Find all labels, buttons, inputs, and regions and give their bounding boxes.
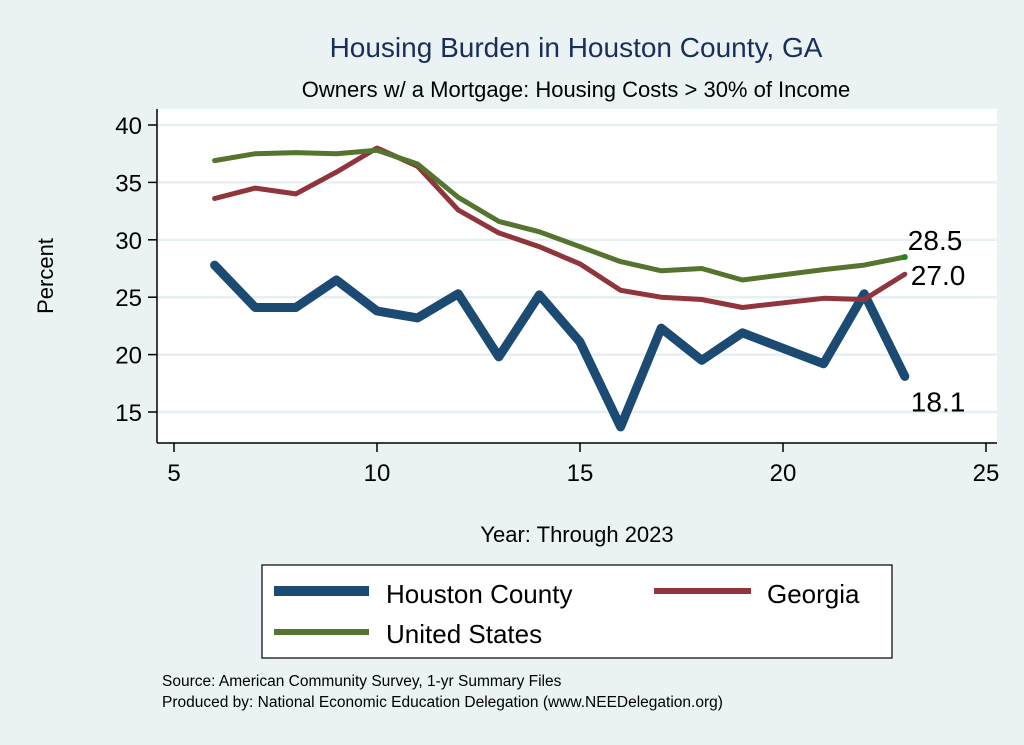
x-axis-label: Year: Through 2023 (480, 522, 673, 547)
end-label-houston-county: 18.1 (911, 386, 966, 417)
series-endpoint-united-states (901, 254, 908, 261)
series-line-united-states (212, 147, 908, 283)
series-line-houston-county (210, 260, 910, 432)
y-tick-label: 25 (115, 285, 142, 312)
legend-label-georgia: Georgia (767, 579, 860, 609)
source-note: Source: American Community Survey, 1-yr … (162, 673, 562, 690)
legend-label-houston-county: Houston County (386, 579, 572, 609)
x-axis-ticks: 5 10 15 20 25 (167, 443, 999, 487)
series-line-georgia (212, 145, 908, 310)
producer-note: Produced by: National Economic Education… (162, 694, 723, 711)
y-axis-label: Percent (33, 238, 58, 314)
grid-lines (158, 123, 997, 414)
legend: Houston County Georgia United States (261, 564, 893, 659)
y-tick-label: 40 (115, 113, 142, 140)
legend-label-united-states: United States (386, 619, 542, 649)
y-tick-label: 20 (115, 343, 142, 370)
legend-box (261, 564, 893, 659)
chart-title: Housing Burden in Houston County, GA (330, 32, 823, 63)
y-tick-label: 35 (115, 170, 142, 197)
x-tick-label: 10 (364, 460, 391, 487)
chart-subtitle: Owners w/ a Mortgage: Housing Costs > 30… (302, 77, 850, 102)
x-tick-label: 15 (567, 460, 594, 487)
y-tick-label: 30 (115, 228, 142, 255)
plot-area (157, 109, 997, 443)
end-label-georgia: 27.0 (911, 260, 966, 291)
x-tick-label: 20 (770, 460, 797, 487)
series-group (210, 145, 910, 432)
y-tick-label: 15 (115, 400, 142, 427)
end-label-united-states: 28.5 (908, 225, 963, 256)
x-tick-label: 5 (167, 460, 180, 487)
y-axis-ticks: 15 20 25 30 35 40 (115, 113, 157, 427)
x-tick-label: 25 (973, 460, 1000, 487)
end-labels: 18.1 27.0 28.5 (908, 225, 966, 417)
